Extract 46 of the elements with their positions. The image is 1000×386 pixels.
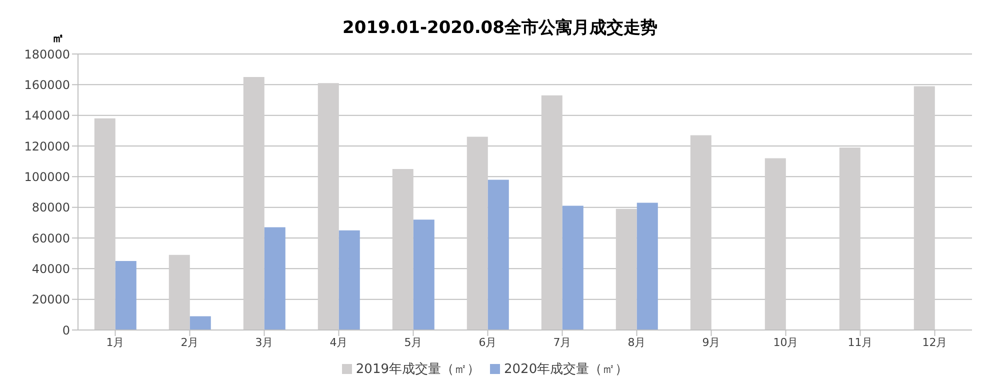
x-tick-label: 10月 [773,336,798,349]
bar [115,261,136,330]
y-tick-label: 140000 [24,108,70,123]
bar [392,169,414,330]
x-tick-label: 11月 [848,336,873,349]
bar [413,220,434,330]
y-tick-label: 0 [62,323,70,338]
y-tick-label: 60000 [32,231,70,246]
legend-label: 2019年成交量（㎡） [356,362,480,377]
y-tick-label: 100000 [24,170,70,184]
legend-label: 2020年成交量（㎡） [504,362,628,377]
bar [488,180,509,330]
y-axis-title: ㎡ [52,30,64,47]
bar [764,158,786,330]
bar [318,83,339,330]
y-tick-label: 80000 [32,200,70,215]
x-tick-label: 4月 [330,336,348,349]
bar [243,77,264,330]
y-tick-label: 40000 [32,262,70,276]
chart-title: 2019.01-2020.08全市公寓月成交走势 [342,18,658,38]
y-tick-label: 120000 [24,139,70,154]
y-tick-label: 160000 [24,78,70,92]
x-tick-label: 3月 [255,336,274,349]
bar [839,148,860,330]
bar [541,95,562,330]
x-tick-label: 12月 [922,336,948,349]
bar [264,227,286,330]
x-tick-label: 8月 [628,336,646,349]
x-tick-label: 9月 [702,336,720,349]
bar [466,136,488,330]
bar [690,135,712,330]
y-tick-label: 20000 [32,292,70,307]
bar [914,86,935,330]
bar [190,316,211,330]
x-tick-label: 5月 [404,336,422,349]
bar [338,230,360,330]
x-tick-label: 6月 [478,336,497,349]
bar [168,254,190,330]
x-tick-label: 2月 [180,336,199,349]
x-tick-label: 7月 [553,336,572,349]
bar [636,202,658,330]
bar [562,206,584,330]
x-tick-label: 1月 [106,336,124,349]
y-tick-label: 180000 [24,47,70,62]
bar [616,208,637,330]
bar [94,118,116,330]
